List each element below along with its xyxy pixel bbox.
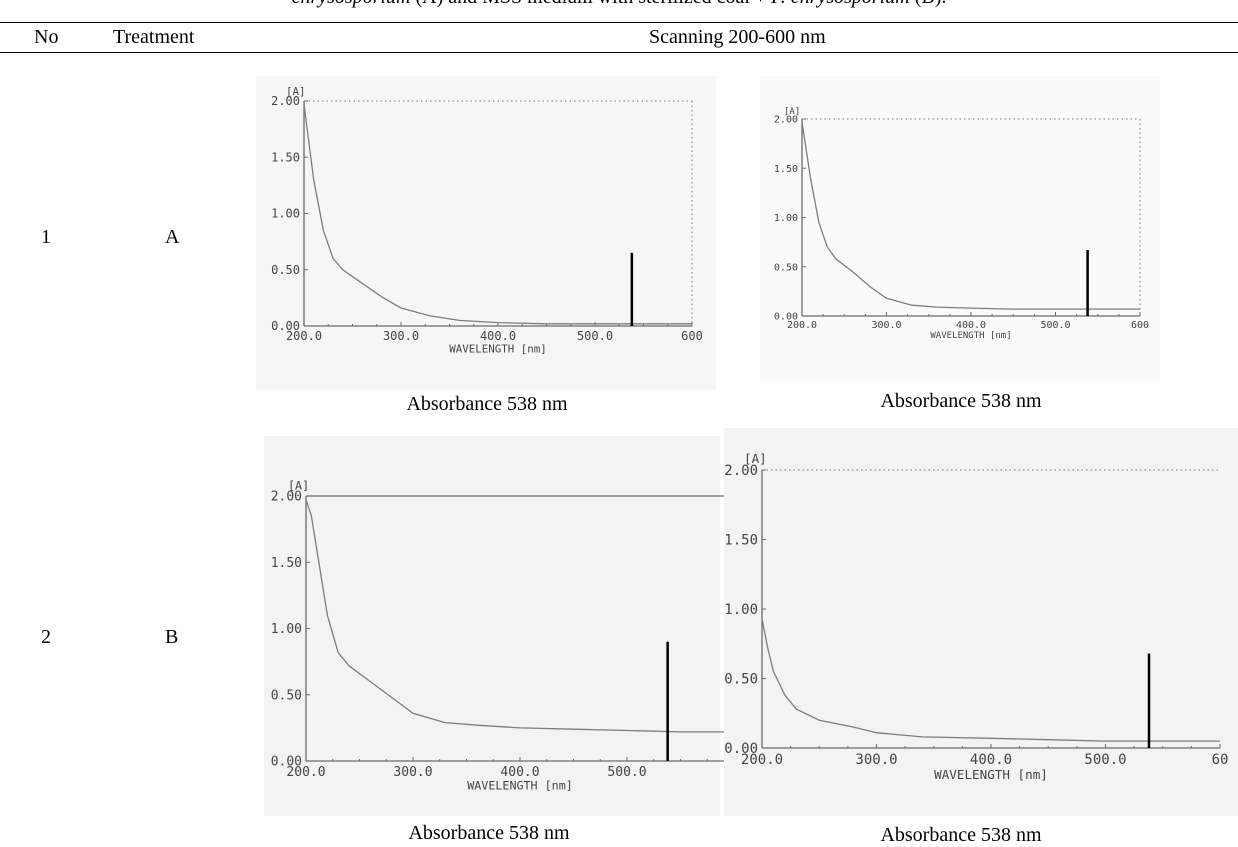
y-tick-label: 1.00 (271, 207, 300, 221)
x-tick-label: 300.0 (393, 765, 432, 780)
y-tick-label: 0.50 (774, 262, 798, 273)
x-axis-label: WAVELENGTH [nm] (467, 779, 573, 793)
spectrum-chart-1a: 0.00 0.50 1.00 1.50 2.00[A] 200.0 300.0 400.0 50… (271, 85, 703, 355)
x-tick-label: 500.0 (607, 765, 646, 780)
caption-species-italic: P. chrysosporium (771, 0, 910, 8)
x-tick-label: 600 (681, 329, 703, 343)
y-tick-label: 1.50 (724, 532, 758, 548)
spectrum-panel-2b: 0.00 0.50 1.00 1.50 2.00 [A] 200.0 300.0 400.0 50… (724, 428, 1238, 816)
absorbance-label-1a: Absorbance 538 nm (406, 393, 568, 415)
y-tick-label: 1.50 (774, 164, 798, 175)
x-tick-label: 400.0 (480, 329, 516, 343)
y-tick-label: 0.50 (271, 688, 302, 703)
x-tick-label: 200.0 (286, 765, 325, 780)
header-no: No (34, 26, 59, 48)
table-top-rule (0, 22, 1238, 23)
table-caption: chrysosporium (A) and MSS medium with st… (0, 0, 1238, 9)
absorbance-label-1b: Absorbance 538 nm (880, 390, 1042, 412)
spectrum-panel-1a: 0.00 0.50 1.00 1.50 2.00 [A] 200.0 300.0 400.0 50… (256, 76, 716, 390)
y-unit-label: [A] (744, 451, 767, 466)
y-tick-label: 0.00 (724, 741, 758, 757)
x-tick-label: 600 (1131, 320, 1149, 331)
y-tick-label: 0.00 (271, 755, 302, 770)
x-tick-label: 200.0 (286, 329, 322, 343)
x-tick-label: 200.0 (741, 752, 783, 768)
x-axis-label: WAVELENGTH [nm] (449, 342, 547, 355)
y-tick-label: 0.00 (271, 319, 300, 333)
caption-text: medium with sterilized coal + (527, 0, 771, 8)
x-tick-label: 500.0 (1040, 320, 1070, 331)
spectrum-chart-1b: 0.00 0.50 1.00 1.50 2.00[A] 200.0 300.0 400.0 50… (774, 107, 1149, 341)
x-axis-label: WAVELENGTH [nm] (934, 767, 1048, 782)
row-1-treatment: A (165, 226, 180, 248)
y-tick-label: 1.00 (724, 602, 758, 618)
x-tick-label: 400.0 (970, 752, 1012, 768)
y-tick-label: 0.00 (774, 312, 798, 323)
y-tick-label: 1.00 (774, 213, 798, 224)
row-1-no: 1 (41, 226, 51, 248)
y-tick-label: 0.50 (271, 263, 300, 277)
x-tick-label: 200.0 (787, 320, 817, 331)
caption-text: (A) and MSS (411, 0, 528, 8)
caption-species-italic: chrysosporium (292, 0, 411, 8)
absorbance-label-2b: Absorbance 538 nm (880, 824, 1042, 846)
y-tick-label: 2.00 (774, 115, 798, 126)
x-axis-label: WAVELENGTH [nm] (930, 331, 1011, 341)
y-tick-label: 1.00 (271, 622, 302, 637)
x-tick-label: 300.0 (871, 320, 901, 331)
y-tick-label: 0.50 (724, 671, 758, 687)
header-scanning: Scanning 200-600 nm (649, 26, 826, 48)
y-unit-label: [A] (288, 479, 309, 493)
spectrum-chart-2b: 0.00 0.50 1.00 1.50 2.00[A] 200.0 300.0 400.0 50… (724, 451, 1229, 782)
spectrum-chart-2a: 0.00 0.50 1.00 1.50 2.00[A] 200.0 300.0 400.0 50… (271, 479, 738, 793)
header-treatment: Treatment (113, 26, 195, 48)
spectrum-curve (303, 104, 692, 325)
x-tick-label: 500.0 (577, 329, 613, 343)
y-tick-label: 2.00 (724, 463, 758, 479)
x-tick-label: 500.0 (1084, 752, 1126, 768)
row-2-no: 2 (41, 626, 51, 648)
table-header-rule (0, 52, 1238, 53)
spectrum-curve (801, 121, 1140, 310)
spectrum-curve (305, 499, 734, 733)
row-2-treatment: B (165, 626, 179, 648)
absorbance-label-2a: Absorbance 538 nm (408, 822, 570, 844)
y-tick-label: 2.00 (271, 94, 300, 108)
x-tick-label: 400.0 (956, 320, 986, 331)
spectrum-curve (761, 618, 1220, 742)
y-unit-label: [A] (286, 85, 306, 98)
caption-text: (B). (910, 0, 947, 8)
y-tick-label: 1.50 (271, 556, 302, 571)
x-tick-label: 300.0 (383, 329, 419, 343)
x-tick-label: 400.0 (500, 765, 539, 780)
x-tick-label: 60 (1212, 752, 1229, 768)
x-tick-label: 300.0 (855, 752, 897, 768)
spectrum-panel-1b: 0.00 0.50 1.00 1.50 2.00 [A] 200.0 300.0 400.0 50… (760, 76, 1160, 381)
y-tick-label: 1.50 (271, 150, 300, 164)
y-unit-label: [A] (784, 107, 800, 117)
spectrum-panel-2a: 0.00 0.50 1.00 1.50 2.00 [A] 200.0 300.0 400.0 50… (264, 436, 738, 816)
y-tick-label: 2.00 (271, 490, 302, 505)
